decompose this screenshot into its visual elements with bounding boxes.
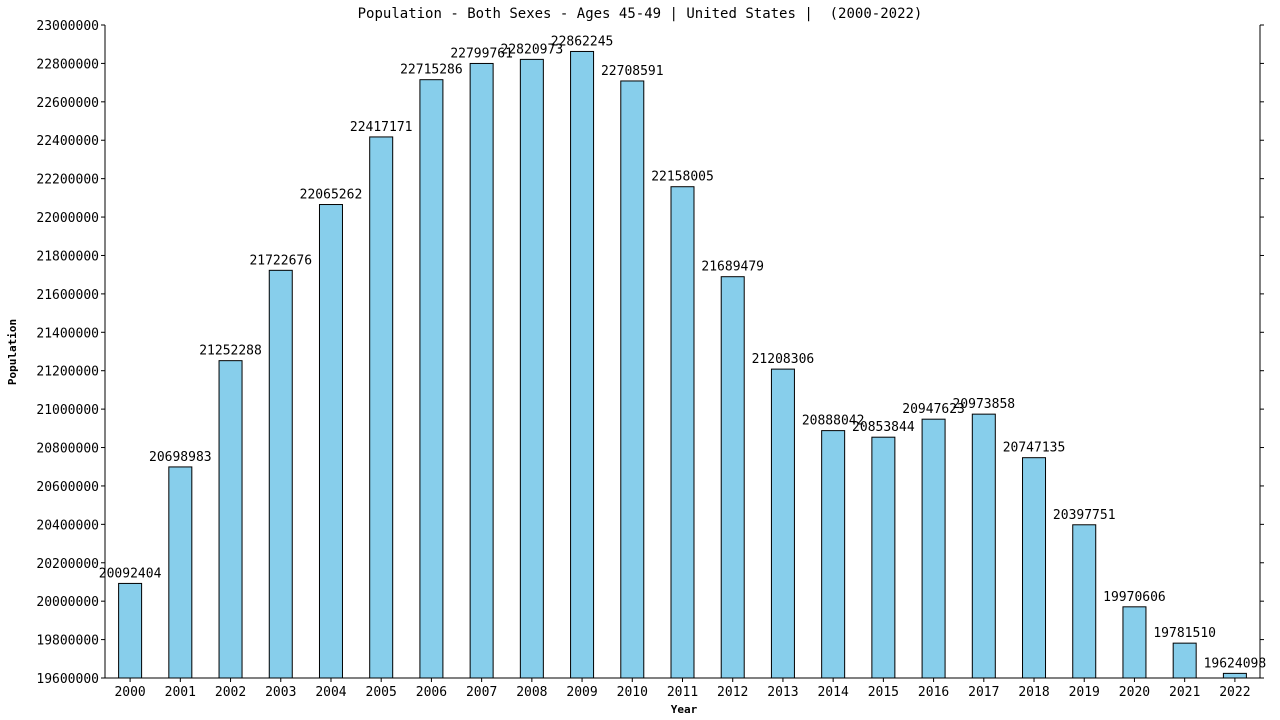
x-tick-label: 2021 [1169,685,1200,700]
y-tick-label: 22200000 [36,173,99,188]
bar [1122,606,1147,679]
x-tick-label: 2000 [114,685,145,700]
x-tick-label: 2002 [215,685,246,700]
y-tick-label: 22400000 [36,134,99,149]
bar [720,276,745,679]
bar [670,186,695,679]
bar [620,80,645,679]
data-label: 21252288 [199,344,262,359]
x-tick-label: 2013 [767,685,798,700]
data-label: 22417171 [350,120,413,135]
data-label: 22065262 [300,188,363,203]
y-axis [104,25,1261,678]
x-tick-labels: 2000 2001 2002 2003 2004 2005 2006 2007 2008 2009… [114,678,1251,700]
data-label: 19781510 [1153,626,1216,641]
data-label: 21689479 [701,260,764,275]
bar [921,418,946,679]
data-label: 22158005 [651,170,714,185]
x-tick-label: 2016 [918,685,949,700]
y-tick-label: 21400000 [36,326,99,341]
bar [1222,672,1247,679]
y-tick-label: 19600000 [36,672,99,687]
y-tick-label: 22000000 [36,211,99,226]
y-tick-label: 22800000 [36,57,99,72]
bar [268,269,293,679]
x-tick-label: 2008 [516,685,547,700]
bar [1022,457,1047,679]
x-axis-title: Year [671,703,698,716]
y-tick-label: 20600000 [36,480,99,495]
data-label: 22708591 [601,64,664,79]
bar [1072,524,1097,679]
data-label: 19970606 [1103,590,1166,605]
y-tick-label: 19800000 [36,634,99,649]
x-tick-label: 2010 [617,685,648,700]
bar [821,430,846,679]
x-tick-label: 2014 [817,685,848,700]
x-tick-label: 2001 [165,685,196,700]
y-tick-label: 20000000 [36,595,99,610]
bar [519,58,544,679]
bar [218,360,243,679]
data-label: 19624098 [1204,656,1267,671]
bars [118,50,1247,679]
data-label: 22820973 [501,42,564,57]
x-tick-label: 2005 [366,685,397,700]
y-tick-label: 20200000 [36,557,99,572]
chart-title: Population - Both Sexes - Ages 45-49 | U… [358,6,923,22]
x-tick-label: 2020 [1119,685,1150,700]
x-tick-label: 2012 [717,685,748,700]
data-label: 20397751 [1053,508,1116,523]
x-tick-label: 2022 [1219,685,1250,700]
x-tick-label: 2003 [265,685,296,700]
bar [318,204,343,679]
x-tick-label: 2011 [667,685,698,700]
y-tick-label: 21200000 [36,365,99,380]
bar [871,436,896,679]
bar [419,79,444,679]
data-label: 20747135 [1003,441,1066,456]
bar [168,466,193,679]
data-label: 22862245 [551,34,614,49]
x-tick-label: 2004 [315,685,346,700]
x-tick-label: 2019 [1069,685,1100,700]
bar [770,368,795,679]
bar [369,136,394,679]
y-axis-title: Population [6,319,19,385]
x-tick-label: 2018 [1018,685,1049,700]
y-tick-label: 21000000 [36,403,99,418]
data-label: 22715286 [400,63,463,78]
data-label: 20853844 [852,420,915,435]
bar [971,413,996,679]
data-label: 22799761 [450,46,513,61]
y-tick-label: 21600000 [36,288,99,303]
x-tick-label: 2017 [968,685,999,700]
data-label: 20973858 [952,397,1015,412]
x-tick-label: 2015 [868,685,899,700]
bar [570,50,595,679]
x-tick-label: 2009 [566,685,597,700]
data-labels: 20092404 20698983 21252288 21722676 22065262… [99,34,1266,671]
x-tick-label: 2007 [466,685,497,700]
y-tick-labels: 19600000 19800000 20000000 20200000 20400000… [36,19,1264,687]
data-label: 20947623 [902,402,965,417]
y-tick-label: 23000000 [36,19,99,34]
data-label: 21722676 [249,253,312,268]
y-tick-label: 20800000 [36,442,99,457]
y-tick-label: 20400000 [36,518,99,533]
bar [469,62,494,679]
bar [118,582,143,679]
data-label: 20092404 [99,566,162,581]
data-label: 20698983 [149,450,212,465]
bar [1172,642,1197,679]
data-label: 21208306 [752,352,815,367]
y-tick-label: 22600000 [36,96,99,111]
data-label: 20888042 [802,414,865,429]
x-tick-label: 2006 [416,685,447,700]
y-tick-label: 21800000 [36,249,99,264]
